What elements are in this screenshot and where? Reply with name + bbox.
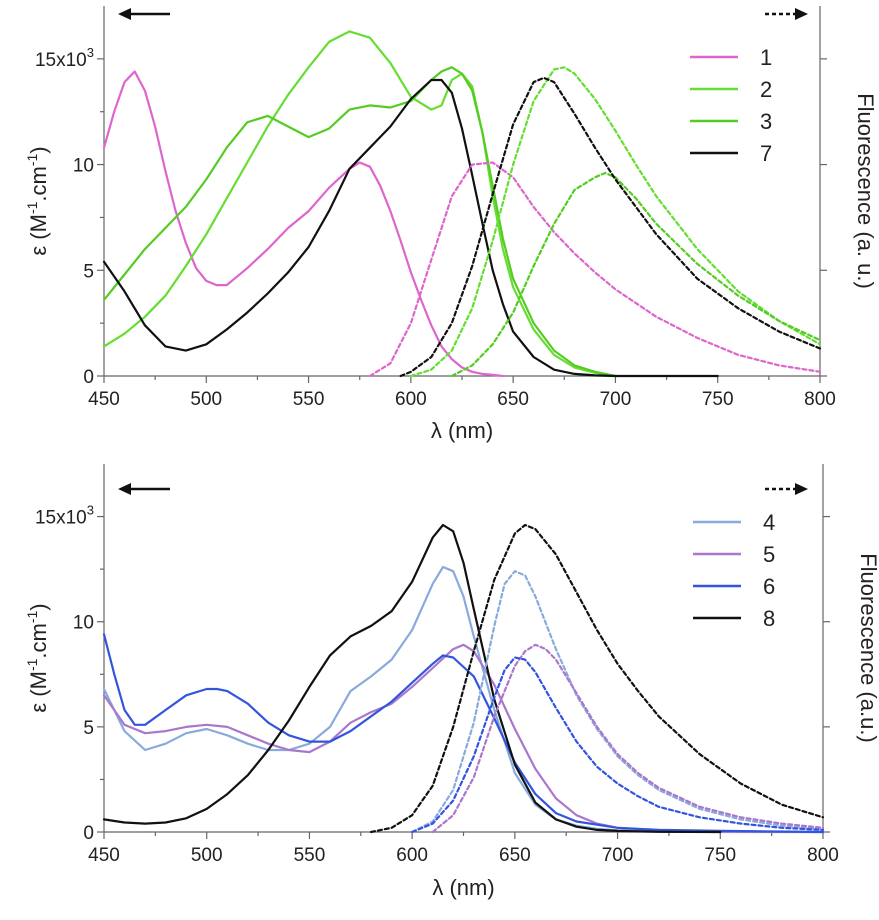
x-axis-title: λ (nm) bbox=[432, 875, 494, 900]
series-8-fluorescence bbox=[370, 523, 825, 834]
x-tick-label: 500 bbox=[191, 845, 223, 866]
series-3-absorption bbox=[102, 66, 617, 378]
x-tick-label: 700 bbox=[600, 389, 632, 410]
series-1-fluorescence bbox=[368, 161, 822, 378]
series-4-fluorescence bbox=[411, 570, 825, 834]
series-1-absorption bbox=[102, 70, 504, 378]
legend-label: 8 bbox=[763, 606, 775, 631]
legend-label: 5 bbox=[763, 542, 775, 567]
series-6-absorption bbox=[102, 633, 825, 834]
x-tick-label: 600 bbox=[396, 845, 428, 866]
y-tick-label: 0 bbox=[83, 823, 94, 844]
panel-2: 450 500 550 600 650 700 750 800 0 5 10 15x103 λ (nm)… bbox=[24, 464, 879, 900]
legend-label: 6 bbox=[763, 574, 775, 599]
legend-label: 4 bbox=[763, 510, 775, 535]
y-tick-label: 15x103 bbox=[35, 503, 94, 529]
x-tick-label: 750 bbox=[702, 389, 734, 410]
legend-label: 1 bbox=[760, 45, 772, 70]
legend: 4 5 6 8 bbox=[693, 510, 775, 631]
x-tick-label: 800 bbox=[807, 845, 839, 866]
y-axis-title-left: ε (M-1.cm-1) bbox=[24, 603, 51, 712]
series-8-absorption bbox=[102, 523, 722, 834]
x-tick-label: 650 bbox=[497, 389, 529, 410]
x-tick-label: 650 bbox=[499, 845, 531, 866]
y-axis-title-left: ε (M-1.cm-1) bbox=[24, 146, 51, 255]
x-tick-label: 450 bbox=[88, 389, 120, 410]
x-tick-label: 550 bbox=[294, 845, 326, 866]
series-2-absorption bbox=[102, 30, 617, 378]
y-tick-label: 5 bbox=[83, 261, 94, 282]
x-tick-label: 550 bbox=[293, 389, 325, 410]
series-5-fluorescence bbox=[431, 643, 825, 834]
series-6-fluorescence bbox=[411, 656, 825, 834]
x-tick-label: 800 bbox=[804, 389, 836, 410]
x-tick-label: 500 bbox=[190, 389, 222, 410]
left-axis-arrow bbox=[118, 8, 170, 20]
legend-label: 3 bbox=[760, 109, 772, 134]
legend-label: 2 bbox=[760, 77, 772, 102]
x-tick-label: 700 bbox=[602, 845, 634, 866]
left-axis-arrow bbox=[118, 483, 170, 495]
y-axis-title-right: Fluorescence (a.u.) bbox=[856, 553, 879, 743]
series-2-fluorescence bbox=[409, 66, 822, 378]
y-tick-label: 15x103 bbox=[35, 45, 94, 71]
legend-label: 7 bbox=[760, 141, 772, 166]
y-tick-label: 10 bbox=[73, 613, 94, 634]
x-axis-title: λ (nm) bbox=[431, 418, 493, 443]
right-axis-arrow bbox=[765, 483, 808, 495]
y-tick-label: 5 bbox=[83, 718, 94, 739]
legend: 1 2 3 7 bbox=[690, 45, 772, 166]
y-tick-label: 0 bbox=[83, 367, 94, 388]
y-axis-title-right: Fluorescence (a. u.) bbox=[853, 93, 878, 289]
right-axis-arrow bbox=[765, 8, 808, 20]
x-tick-label: 750 bbox=[704, 845, 736, 866]
x-tick-label: 600 bbox=[395, 389, 427, 410]
x-tick-label: 450 bbox=[88, 845, 120, 866]
series-5-absorption bbox=[102, 643, 825, 834]
series-4-absorption bbox=[102, 565, 825, 834]
y-tick-label: 10 bbox=[73, 156, 94, 177]
panel-1: 450 500 550 600 650 700 750 800 0 5 10 15x103 λ (nm)… bbox=[24, 6, 878, 443]
series-7-fluorescence bbox=[399, 76, 822, 378]
series-7-absorption bbox=[102, 78, 719, 378]
series-3-fluorescence bbox=[450, 171, 822, 378]
